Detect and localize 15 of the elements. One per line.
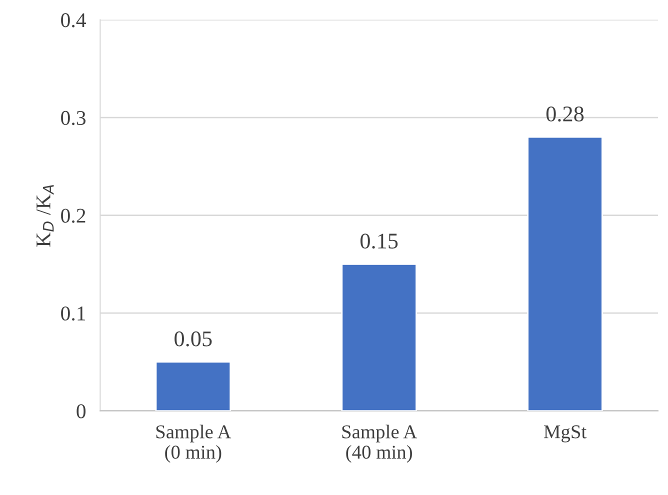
bar [527, 136, 603, 411]
data-label: 0.28 [546, 106, 584, 122]
x-tick-label: Sample A (0 min) [156, 424, 232, 463]
bar [155, 361, 232, 411]
y-tick-label: 0.2 [61, 208, 86, 223]
y-tick-label: 0.4 [61, 13, 86, 28]
x-tick-label: MgSt [544, 425, 587, 442]
data-label: 0.05 [174, 331, 212, 346]
y-tick-label: 0.1 [61, 306, 86, 321]
y-axis-title: K$_{D}$ /K$_{A}$ [36, 185, 54, 247]
y-tick-label: 0 [76, 404, 86, 418]
data-label: 0.15 [360, 234, 398, 249]
bar [341, 264, 417, 411]
x-tick-label: Sample A (40 min) [342, 424, 418, 463]
y-tick-label: 0.3 [61, 110, 86, 126]
